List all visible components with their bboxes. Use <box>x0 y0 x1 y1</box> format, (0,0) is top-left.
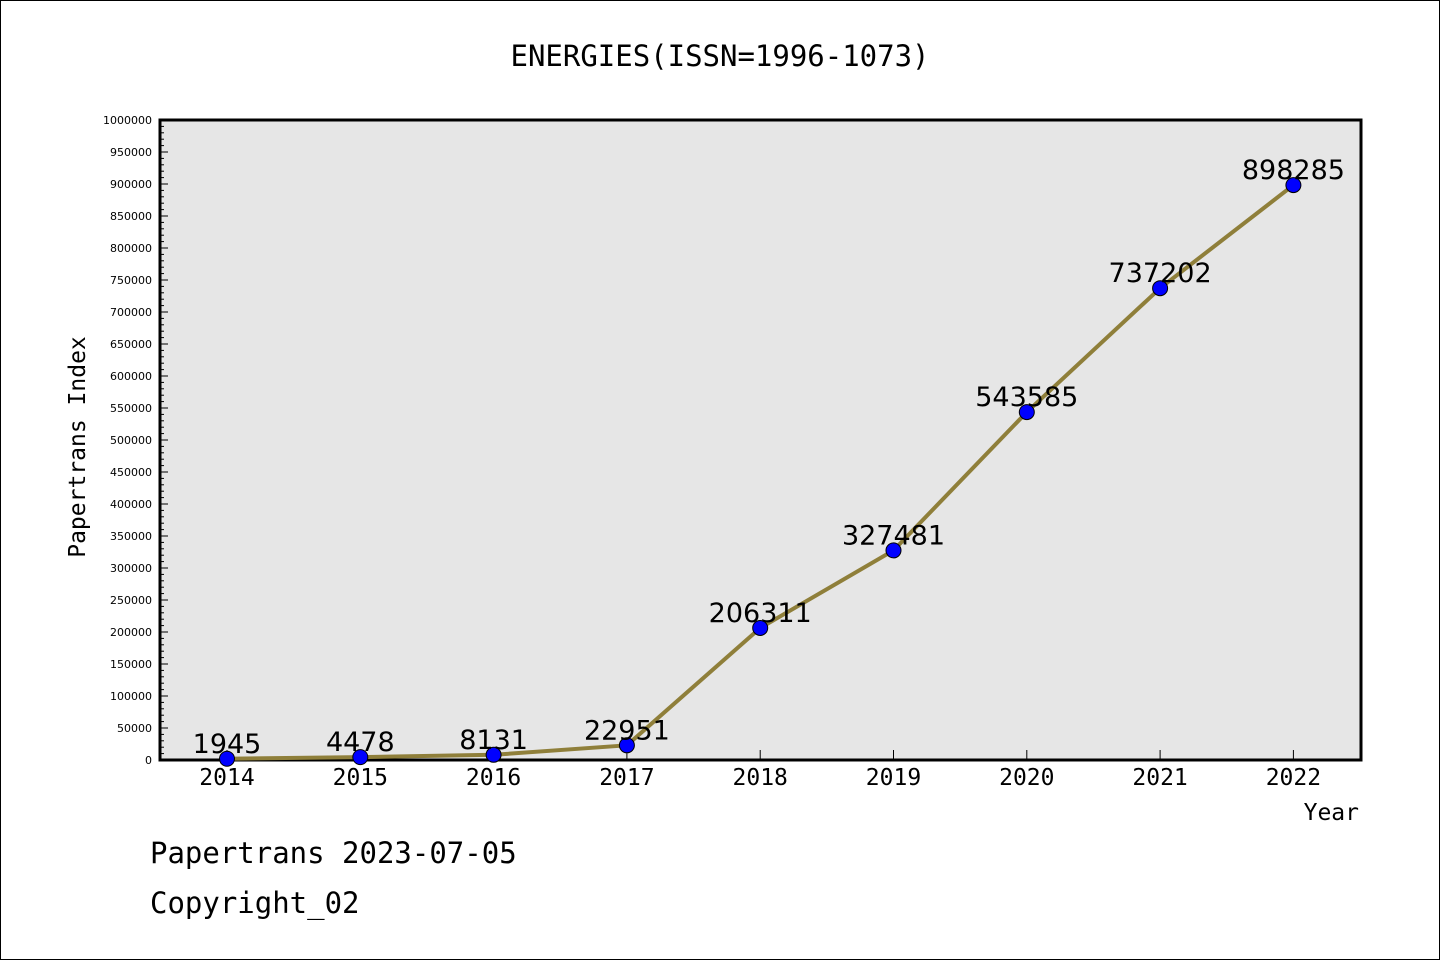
y-tick-label: 200000 <box>110 626 152 639</box>
data-point <box>1285 177 1302 194</box>
y-tick-label: 450000 <box>110 466 152 479</box>
y-tick-label: 250000 <box>110 594 152 607</box>
data-point <box>618 737 635 754</box>
data-label: 4478 <box>326 727 395 758</box>
x-axis-label: Year <box>1304 800 1359 826</box>
data-point <box>1018 404 1035 421</box>
y-tick-label: 100000 <box>110 690 152 703</box>
x-tick-label: 2020 <box>999 765 1054 791</box>
y-tick-label: 150000 <box>110 658 152 671</box>
y-tick-label: 800000 <box>110 242 152 255</box>
y-tick-label: 700000 <box>110 306 152 319</box>
data-label: 898285 <box>1242 155 1345 186</box>
x-tick-label: 2019 <box>866 765 921 791</box>
data-label: 22951 <box>584 715 670 746</box>
y-axis: 0 50000 100000 150000 200000 250000 300000 3500… <box>103 114 168 767</box>
y-tick-label: 300000 <box>110 562 152 575</box>
data-label: 8131 <box>459 725 528 756</box>
y-tick-label: 1000000 <box>103 114 152 127</box>
y-axis-label: Papertrans Index <box>65 336 91 558</box>
y-tick-label: 650000 <box>110 338 152 351</box>
x-tick-label: 2014 <box>199 765 254 791</box>
data-label: 206311 <box>709 598 812 629</box>
y-tick-label: 500000 <box>110 434 152 447</box>
data-point <box>885 542 902 559</box>
data-label: 737202 <box>1109 258 1212 289</box>
y-tick-label: 400000 <box>110 498 152 511</box>
y-tick-label: 550000 <box>110 402 152 415</box>
y-tick-label: 950000 <box>110 146 152 159</box>
data-point <box>352 749 369 766</box>
data-label: 543585 <box>975 382 1078 413</box>
y-tick-label: 900000 <box>110 178 152 191</box>
y-tick-label: 350000 <box>110 530 152 543</box>
y-tick-label: 600000 <box>110 370 152 383</box>
x-axis: 2014 2015 2016 2017 2018 2019 2020 2021 2022 <box>199 750 1321 791</box>
x-tick-label: 2017 <box>599 765 654 791</box>
footer-copyright: Copyright_02 <box>150 886 360 920</box>
y-tick-label: 50000 <box>117 722 152 735</box>
data-point <box>485 746 502 763</box>
x-tick-label: 2016 <box>466 765 521 791</box>
x-tick-label: 2021 <box>1132 765 1187 791</box>
data-point <box>219 750 235 767</box>
x-tick-label: 2018 <box>733 765 788 791</box>
x-tick-label: 2022 <box>1266 765 1321 791</box>
plot-area <box>158 118 1363 762</box>
data-point <box>1152 280 1169 297</box>
data-point <box>752 619 769 636</box>
y-tick-label: 750000 <box>110 274 152 287</box>
chart-title: ENERGIES(ISSN=1996-1073) <box>510 39 929 73</box>
footer-date: Papertrans 2023-07-05 <box>150 836 517 870</box>
data-label: 1945 <box>193 729 262 760</box>
y-tick-label: 0 <box>145 754 152 767</box>
y-tick-label: 850000 <box>110 210 152 223</box>
series-group: 1945 4478 8131 22951 206311 327481 543585 73720… <box>193 155 1345 767</box>
x-tick-label: 2015 <box>333 765 388 791</box>
data-label: 327481 <box>842 520 945 551</box>
